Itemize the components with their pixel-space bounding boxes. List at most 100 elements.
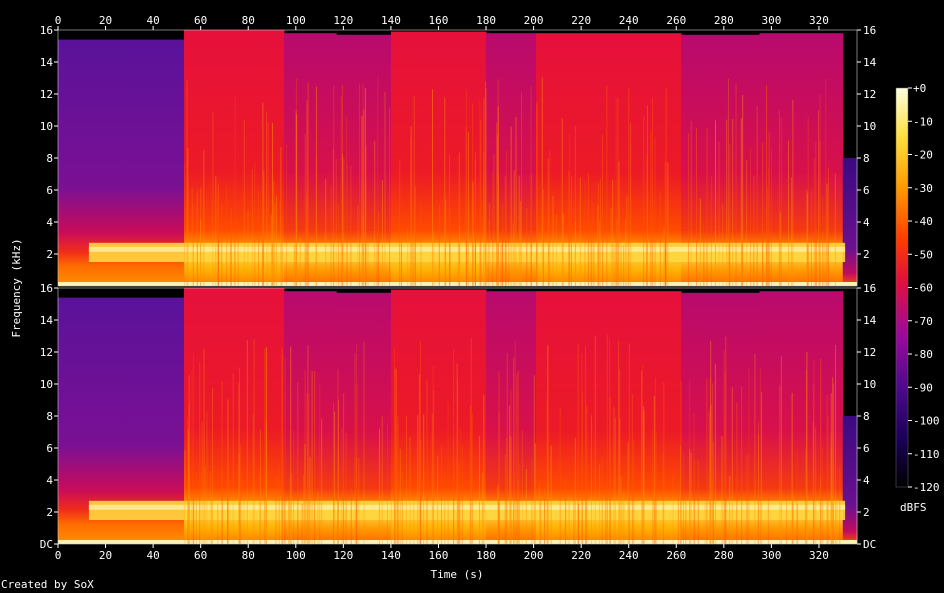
texture-streak (304, 444, 306, 544)
segment-1 (58, 39, 90, 286)
texture-streak (754, 353, 756, 544)
texture-streak (333, 85, 335, 287)
texture-streak (512, 223, 514, 286)
texture-streak (467, 132, 469, 286)
texture-streak (340, 95, 342, 286)
texture-streak (605, 485, 607, 544)
texture-streak (470, 338, 472, 544)
texture-streak (221, 381, 223, 544)
texture-streak (792, 495, 794, 544)
texture-streak (513, 170, 515, 286)
texture-streak (633, 439, 635, 544)
x-tick-label-top: 100 (286, 14, 306, 27)
texture-streak (337, 450, 339, 544)
y-tick-label-left: 4 (46, 474, 53, 487)
texture-streak (650, 131, 652, 286)
texture-streak (615, 232, 617, 286)
texture-streak (264, 348, 266, 544)
texture-streak (812, 422, 814, 544)
texture-streak (530, 174, 532, 286)
texture-streak (265, 421, 267, 544)
texture-streak (531, 458, 533, 544)
texture-streak (655, 431, 657, 544)
texture-streak (729, 475, 731, 544)
texture-streak (414, 186, 416, 286)
colorbar-tick-label: -70 (913, 315, 933, 328)
texture-streak (680, 380, 682, 544)
texture-streak (517, 370, 519, 544)
texture-streak (307, 345, 309, 544)
texture-streak (346, 163, 348, 286)
texture-streak (536, 102, 538, 286)
texture-streak (201, 422, 203, 544)
x-tick-label-top: 140 (381, 14, 401, 27)
x-tick-label-bottom: 220 (571, 549, 591, 562)
texture-streak (538, 483, 540, 544)
texture-streak (386, 423, 388, 544)
texture-streak (288, 501, 290, 544)
texture-streak (304, 370, 306, 544)
texture-streak (191, 369, 193, 544)
texture-streak (643, 410, 645, 544)
texture-streak (602, 134, 604, 286)
texture-streak (780, 117, 782, 286)
texture-streak (274, 202, 276, 286)
texture-streak (727, 78, 729, 286)
texture-streak (757, 434, 759, 544)
texture-streak (830, 393, 832, 544)
texture-streak (806, 351, 808, 544)
texture-streak (712, 383, 714, 544)
texture-streak (591, 415, 593, 544)
texture-streak (308, 393, 310, 544)
texture-streak (440, 444, 442, 544)
texture-streak (696, 128, 698, 286)
texture-streak (410, 126, 412, 286)
texture-streak (444, 197, 446, 286)
texture-streak (815, 142, 817, 286)
texture-streak (259, 429, 261, 544)
x-tick-label-bottom: 20 (99, 549, 112, 562)
texture-streak (654, 137, 656, 286)
x-tick-label-top: 280 (714, 14, 734, 27)
texture-streak (243, 491, 245, 544)
texture-streak (541, 77, 543, 286)
texture-streak (275, 476, 277, 544)
texture-streak (590, 229, 592, 286)
texture-streak (483, 395, 485, 544)
texture-streak (547, 241, 549, 286)
texture-streak (389, 107, 391, 286)
texture-streak (630, 123, 632, 286)
texture-streak (273, 180, 275, 286)
texture-streak (520, 201, 522, 286)
texture-streak (217, 186, 219, 286)
texture-streak (768, 131, 770, 286)
texture-streak (832, 502, 834, 544)
texture-streak (510, 126, 512, 287)
texture-streak (587, 172, 589, 286)
texture-streak (259, 466, 261, 544)
y-tick-label-right: 8 (863, 410, 870, 423)
texture-streak (813, 158, 815, 286)
texture-streak (510, 436, 512, 544)
texture-streak (620, 245, 622, 286)
texture-streak (732, 118, 734, 286)
texture-streak (757, 421, 759, 544)
y-tick-label-left: 14 (40, 56, 54, 69)
texture-streak (778, 109, 780, 287)
y-tick-label-left: 16 (40, 282, 53, 295)
x-tick-label-top: 320 (809, 14, 829, 27)
texture-streak (330, 186, 332, 286)
texture-streak (518, 175, 520, 286)
texture-streak (536, 104, 538, 286)
texture-streak (395, 368, 397, 544)
texture-streak (412, 242, 414, 286)
texture-streak (726, 119, 728, 286)
texture-streak (597, 205, 599, 286)
texture-streak (390, 494, 392, 544)
texture-streak (376, 224, 378, 286)
texture-streak (413, 500, 415, 544)
texture-streak (642, 406, 644, 544)
texture-streak (631, 394, 633, 544)
texture-streak (363, 342, 365, 544)
texture-streak (459, 226, 461, 286)
